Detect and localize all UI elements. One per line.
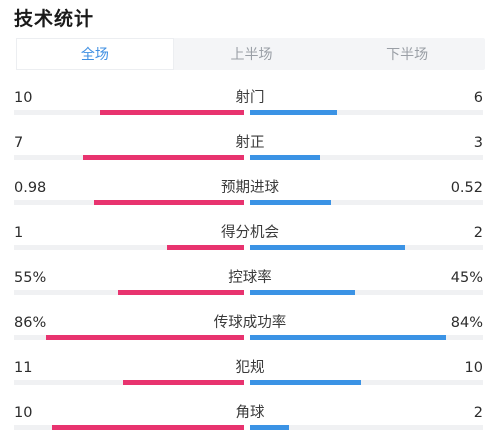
home-bar-track — [14, 245, 244, 250]
home-bar-track — [14, 425, 244, 430]
stat-row-pass-accuracy: 86% 传球成功率 84% — [0, 309, 500, 354]
home-value: 0.98 — [14, 180, 47, 196]
away-bar-track — [250, 335, 483, 340]
stat-label: 射门 — [235, 90, 265, 106]
away-bar-track — [250, 245, 483, 250]
home-bar — [52, 425, 244, 430]
stat-label: 传球成功率 — [213, 315, 287, 331]
tab-full-match[interactable]: 全场 — [16, 38, 174, 70]
home-value: 11 — [14, 360, 33, 376]
away-bar-track — [250, 200, 483, 205]
stats-list: 10 射门 6 7 射正 3 0.98 预期进球 0.52 1 得分机会 2 — [0, 84, 500, 440]
away-bar — [250, 380, 361, 385]
stat-row-expected-goals: 0.98 预期进球 0.52 — [0, 174, 500, 219]
home-bar-track — [14, 290, 244, 295]
stat-row-possession: 55% 控球率 45% — [0, 264, 500, 309]
home-bar — [117, 290, 244, 295]
home-bar — [123, 380, 244, 385]
away-value: 3 — [473, 135, 483, 151]
away-value: 2 — [473, 405, 483, 421]
away-bar — [250, 155, 320, 160]
home-bar-track — [14, 200, 244, 205]
tab-first-half[interactable]: 上半场 — [230, 47, 273, 63]
stat-row-shots-on-target: 7 射正 3 — [0, 129, 500, 174]
home-bar — [93, 200, 244, 205]
tab-second-half[interactable]: 下半场 — [386, 47, 429, 63]
stat-label: 角球 — [235, 405, 265, 421]
home-bar-track — [14, 110, 244, 115]
away-bar — [250, 110, 338, 115]
home-bar-track — [14, 380, 244, 385]
away-bar-track — [250, 110, 483, 115]
away-bar-track — [250, 290, 483, 295]
home-bar — [83, 155, 244, 160]
away-bar — [250, 335, 446, 340]
stat-label: 犯规 — [235, 360, 265, 376]
home-value: 55% — [14, 270, 47, 286]
away-bar-track — [250, 155, 483, 160]
away-bar-track — [250, 380, 483, 385]
stat-row-scoring-chances: 1 得分机会 2 — [0, 219, 500, 264]
home-bar — [46, 335, 244, 340]
home-value: 7 — [14, 135, 24, 151]
away-bar — [250, 200, 331, 205]
page-title: 技术统计 — [14, 8, 95, 30]
home-bar — [100, 110, 244, 115]
home-bar — [167, 245, 244, 250]
stat-label: 射正 — [235, 135, 265, 151]
stat-label: 预期进球 — [221, 180, 279, 196]
stat-row-corners: 10 角球 2 — [0, 399, 500, 440]
away-value: 45% — [450, 270, 483, 286]
away-value: 10 — [464, 360, 483, 376]
away-bar — [250, 245, 406, 250]
home-value: 86% — [14, 315, 47, 331]
away-value: 6 — [473, 90, 483, 106]
away-value: 0.52 — [450, 180, 483, 196]
stat-label: 得分机会 — [221, 225, 279, 241]
away-value: 84% — [450, 315, 483, 331]
period-tabs: 全场 上半场 下半场 — [16, 38, 485, 70]
stat-label: 控球率 — [228, 270, 272, 286]
home-value: 10 — [14, 90, 33, 106]
stat-row-shots: 10 射门 6 — [0, 84, 500, 129]
stat-row-fouls: 11 犯规 10 — [0, 354, 500, 399]
away-value: 2 — [473, 225, 483, 241]
away-bar — [250, 425, 289, 430]
home-value: 1 — [14, 225, 24, 241]
away-bar — [250, 290, 355, 295]
away-bar-track — [250, 425, 483, 430]
home-value: 10 — [14, 405, 33, 421]
home-bar-track — [14, 155, 244, 160]
home-bar-track — [14, 335, 244, 340]
